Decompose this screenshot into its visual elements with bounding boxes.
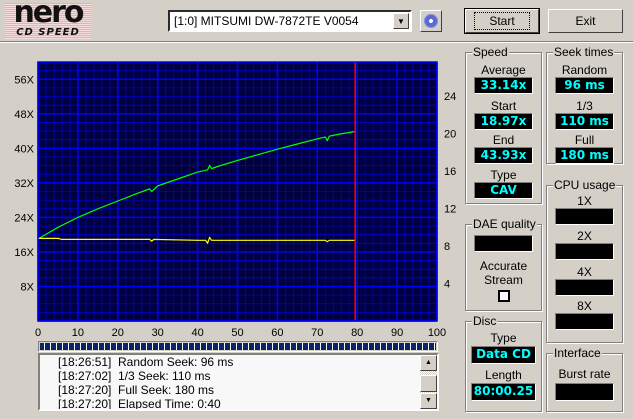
log-message: Elapsed Time: 0:40 (118, 397, 221, 411)
scroll-up-icon[interactable]: ▲ (420, 355, 437, 371)
log-time: [18:27:20] (58, 383, 112, 397)
y-left-tick-label: 48X (14, 109, 34, 121)
scroll-down-icon[interactable]: ▼ (420, 393, 437, 409)
cpu-8x (555, 313, 614, 330)
x-tick-label: 40 (191, 327, 203, 339)
log-entry: [18:26:51] Random Seek: 96 ms (58, 355, 233, 369)
log-entry: [18:27:20] Full Seek: 180 ms (58, 383, 214, 397)
y-right-tick-label: 20 (444, 128, 456, 140)
scrollbar[interactable]: ▲ ▼ (420, 355, 437, 409)
accurate-stream-checkbox (498, 290, 510, 302)
log-time: [18:27:20] (58, 397, 112, 411)
seek-times-group: Seek times Random 96 ms 1/3 110 ms Full … (546, 45, 623, 164)
x-tick-label: 50 (231, 327, 243, 339)
average-speed: 33.14x (474, 77, 533, 94)
scroll-thumb[interactable] (420, 375, 437, 392)
toolbar-divider (0, 41, 633, 43)
y-left-tick-label: 56X (14, 74, 34, 86)
log-message: Full Seek: 180 ms (118, 383, 215, 397)
plot-border (37, 61, 438, 322)
x-tick-label: 30 (152, 327, 164, 339)
log-entry: [18:27:02] 1/3 Seek: 110 ms (58, 369, 211, 383)
cpu-usage-group: CPU usage 1X 2X 4X 8X (546, 178, 623, 343)
full-seek: 180 ms (555, 147, 614, 164)
logo-subtext: CD SPEED (16, 27, 80, 38)
exit-button[interactable]: Exit (548, 9, 623, 33)
speed-type: CAV (474, 182, 533, 199)
cpu-4x (555, 279, 614, 296)
log-list[interactable]: ▲ ▼ [18:26:51] Random Seek: 96 ms [18:27:0… (38, 353, 439, 411)
drive-select-value: [1:0] MITSUMI DW-7872TE V0054 (174, 14, 359, 28)
cpu-1x (555, 208, 614, 225)
log-message: 1/3 Seek: 110 ms (118, 369, 211, 383)
y-right-tick-label: 4 (444, 278, 450, 290)
x-tick-label: 80 (351, 327, 363, 339)
y-left-tick-label: 40X (14, 143, 34, 155)
start-speed: 18.97x (474, 113, 533, 130)
disc-length: 80:00.25 (471, 383, 536, 401)
log-time: [18:27:02] (58, 369, 112, 383)
speed-group: Speed Average 33.14x Start 18.97x End 43… (465, 45, 542, 204)
random-seek: 96 ms (555, 77, 614, 94)
log-message: Random Seek: 96 ms (118, 355, 234, 369)
disc-group: Disc Type Data CD Length 80:00.25 (465, 314, 542, 412)
dae-quality-group: DAE quality Accurate Stream (465, 217, 542, 311)
x-tick-label: 20 (112, 327, 124, 339)
log-time: [18:26:51] (58, 355, 112, 369)
disc-type: Data CD (471, 346, 536, 364)
y-right-tick-label: 16 (444, 166, 456, 178)
x-tick-label: 70 (311, 327, 323, 339)
end-speed: 43.93x (474, 147, 533, 164)
x-tick-label: 0 (35, 327, 41, 339)
disc-info-button[interactable] (420, 10, 442, 32)
cpu-2x (555, 243, 614, 260)
third-seek: 110 ms (555, 113, 614, 130)
x-tick-label: 60 (271, 327, 283, 339)
x-tick-label: 90 (391, 327, 403, 339)
nero-logo: nero CD SPEED (5, 3, 91, 39)
y-left-tick-label: 24X (14, 212, 34, 224)
y-left-tick-label: 8X (21, 281, 35, 293)
progress-bar (38, 341, 438, 352)
y-left-tick-label: 32X (14, 178, 34, 190)
speed-chart: 0 10 20 30 40 50 60 70 80 90 100 8X 16X 24X 32X 40X 48X 5… (14, 61, 456, 339)
y-right-tick-label: 24 (444, 91, 456, 103)
speed-line (37, 130, 356, 240)
drive-select[interactable]: [1:0] MITSUMI DW-7872TE V0054 ▼ (168, 10, 412, 32)
chevron-down-icon[interactable]: ▼ (393, 13, 409, 29)
log-entry: [18:27:20] Elapsed Time: 0:40 (58, 397, 221, 411)
dae-quality-value (474, 235, 533, 252)
logo-text: nero (13, 3, 84, 26)
interface-group: Interface Burst rate (546, 346, 623, 412)
y-right-tick-label: 12 (444, 203, 456, 215)
x-tick-label: 10 (72, 327, 84, 339)
rpm-line (38, 236, 356, 245)
x-tick-label: 100 (428, 327, 446, 339)
start-button[interactable]: Start (464, 8, 540, 34)
y-right-tick-label: 8 (444, 241, 450, 253)
y-left-tick-label: 16X (14, 247, 34, 259)
burst-rate (555, 383, 614, 401)
cd-icon (424, 14, 438, 28)
